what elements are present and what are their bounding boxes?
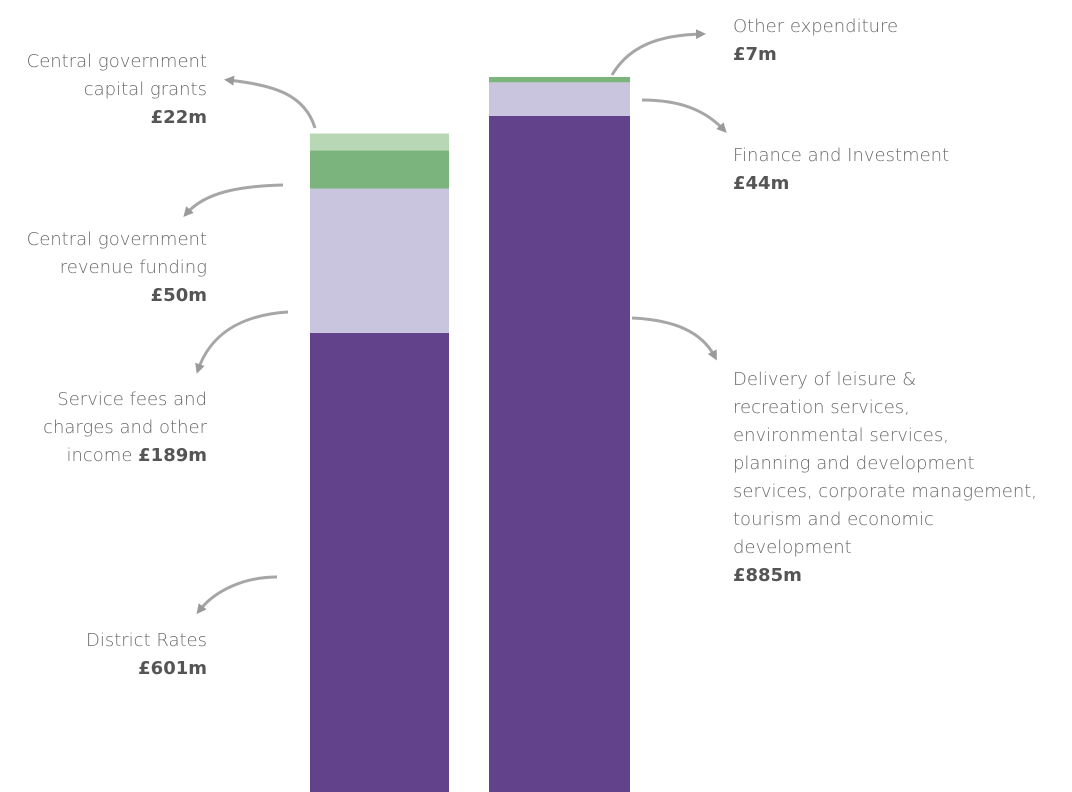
arrow: [183, 183, 284, 218]
arrows: [183, 29, 727, 615]
arrow: [641, 98, 727, 133]
segment-label: Central government revenue funding £50m: [27, 226, 207, 310]
label-value: £885m: [733, 565, 802, 586]
arrow: [195, 310, 289, 374]
arrow: [610, 29, 706, 76]
bar-segment: [310, 150, 449, 189]
label-name: Service fees and charges and other incom…: [43, 389, 207, 466]
label-name: Other expenditure: [733, 16, 899, 37]
bar-segment: [489, 77, 630, 83]
arrow: [196, 575, 278, 615]
segment-label: Central government capital grants £22m: [27, 48, 207, 132]
arrow: [224, 75, 317, 129]
label-name: District Rates: [85, 630, 207, 651]
label-value: £7m: [733, 44, 777, 65]
bar-segment: [310, 133, 449, 151]
label-name: Central government capital grants: [26, 51, 207, 100]
label-value: £50m: [150, 285, 207, 306]
label-value: £189m: [138, 445, 207, 466]
bar-segment: [310, 188, 449, 333]
arrow: [631, 316, 717, 361]
bar-segment: [489, 115, 630, 792]
label-name: Central government revenue funding: [26, 229, 207, 278]
bar-segment: [310, 332, 449, 792]
label-value: £601m: [138, 658, 207, 679]
segment-label: Delivery of leisure & recreation service…: [733, 366, 1037, 590]
label-name: Finance and Investment: [733, 145, 950, 166]
label-name: Delivery of leisure & recreation service…: [733, 369, 1038, 558]
segment-label: Other expenditure £7m: [733, 13, 898, 69]
bar-segment: [489, 82, 630, 116]
segment-label: Service fees and charges and other incom…: [43, 386, 207, 470]
label-value: £22m: [150, 107, 207, 128]
label-value: £44m: [733, 173, 790, 194]
segment-label: District Rates £601m: [86, 627, 207, 683]
segment-label: Finance and Investment £44m: [733, 142, 949, 198]
